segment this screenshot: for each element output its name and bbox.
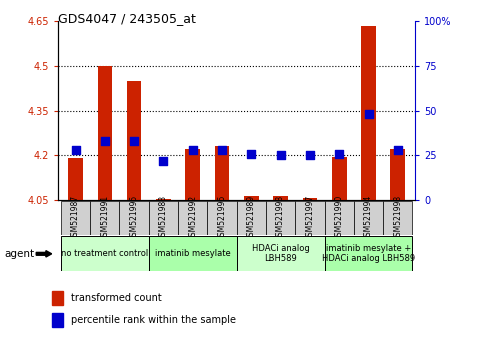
Bar (98, 66, 112, 200)
Point (394, 147, 402, 153)
Text: GSM521989: GSM521989 (247, 195, 256, 241)
Point (101, 138, 109, 144)
FancyBboxPatch shape (61, 201, 90, 235)
Bar (361, 26, 376, 200)
Bar (390, 149, 405, 200)
Text: GSM521997: GSM521997 (305, 195, 314, 241)
Point (189, 147, 197, 153)
Text: GSM521990: GSM521990 (335, 195, 344, 241)
Bar (127, 81, 142, 200)
FancyBboxPatch shape (237, 236, 325, 271)
Text: no treatment control: no treatment control (61, 249, 148, 258)
Bar (53, 291, 63, 305)
Bar (332, 157, 346, 200)
FancyBboxPatch shape (325, 201, 354, 235)
Point (71, 147, 79, 153)
Text: transformed count: transformed count (71, 293, 162, 303)
Text: percentile rank within the sample: percentile rank within the sample (71, 315, 236, 325)
Bar (68, 158, 83, 200)
Bar (302, 198, 317, 200)
Text: GSM521992: GSM521992 (188, 195, 197, 241)
Bar (215, 146, 229, 200)
FancyBboxPatch shape (266, 201, 295, 235)
FancyBboxPatch shape (325, 236, 412, 271)
FancyBboxPatch shape (149, 236, 237, 271)
Text: GSM521991: GSM521991 (100, 195, 109, 241)
FancyBboxPatch shape (295, 201, 325, 235)
Bar (156, 199, 171, 200)
Point (218, 147, 226, 153)
FancyBboxPatch shape (207, 201, 237, 235)
Text: GDS4047 / 243505_at: GDS4047 / 243505_at (58, 12, 196, 25)
FancyBboxPatch shape (383, 201, 412, 235)
Point (247, 151, 255, 156)
FancyBboxPatch shape (61, 236, 149, 271)
FancyBboxPatch shape (237, 201, 266, 235)
Text: GSM521996: GSM521996 (217, 195, 227, 241)
FancyBboxPatch shape (354, 201, 383, 235)
Text: GSM521994: GSM521994 (364, 195, 373, 241)
Point (306, 153, 314, 158)
Text: GSM521988: GSM521988 (159, 195, 168, 241)
Text: agent: agent (5, 249, 35, 259)
FancyBboxPatch shape (119, 201, 149, 235)
Bar (273, 195, 288, 200)
Text: GSM521987: GSM521987 (71, 195, 80, 241)
Point (365, 112, 372, 117)
Text: GSM521993: GSM521993 (276, 195, 285, 241)
Bar (53, 313, 63, 327)
Point (335, 151, 343, 156)
Text: imatinib mesylate +
HDACi analog LBH589: imatinib mesylate + HDACi analog LBH589 (322, 244, 415, 263)
Bar (244, 195, 258, 200)
FancyBboxPatch shape (149, 201, 178, 235)
Point (277, 153, 284, 158)
Text: imatinib mesylate: imatinib mesylate (155, 249, 230, 258)
Point (130, 138, 138, 144)
Text: HDACi analog
LBH589: HDACi analog LBH589 (252, 244, 310, 263)
Text: GSM521995: GSM521995 (129, 195, 139, 241)
Bar (185, 149, 200, 200)
FancyBboxPatch shape (178, 201, 207, 235)
Point (159, 158, 167, 164)
FancyBboxPatch shape (90, 201, 119, 235)
Text: GSM521998: GSM521998 (393, 195, 402, 241)
